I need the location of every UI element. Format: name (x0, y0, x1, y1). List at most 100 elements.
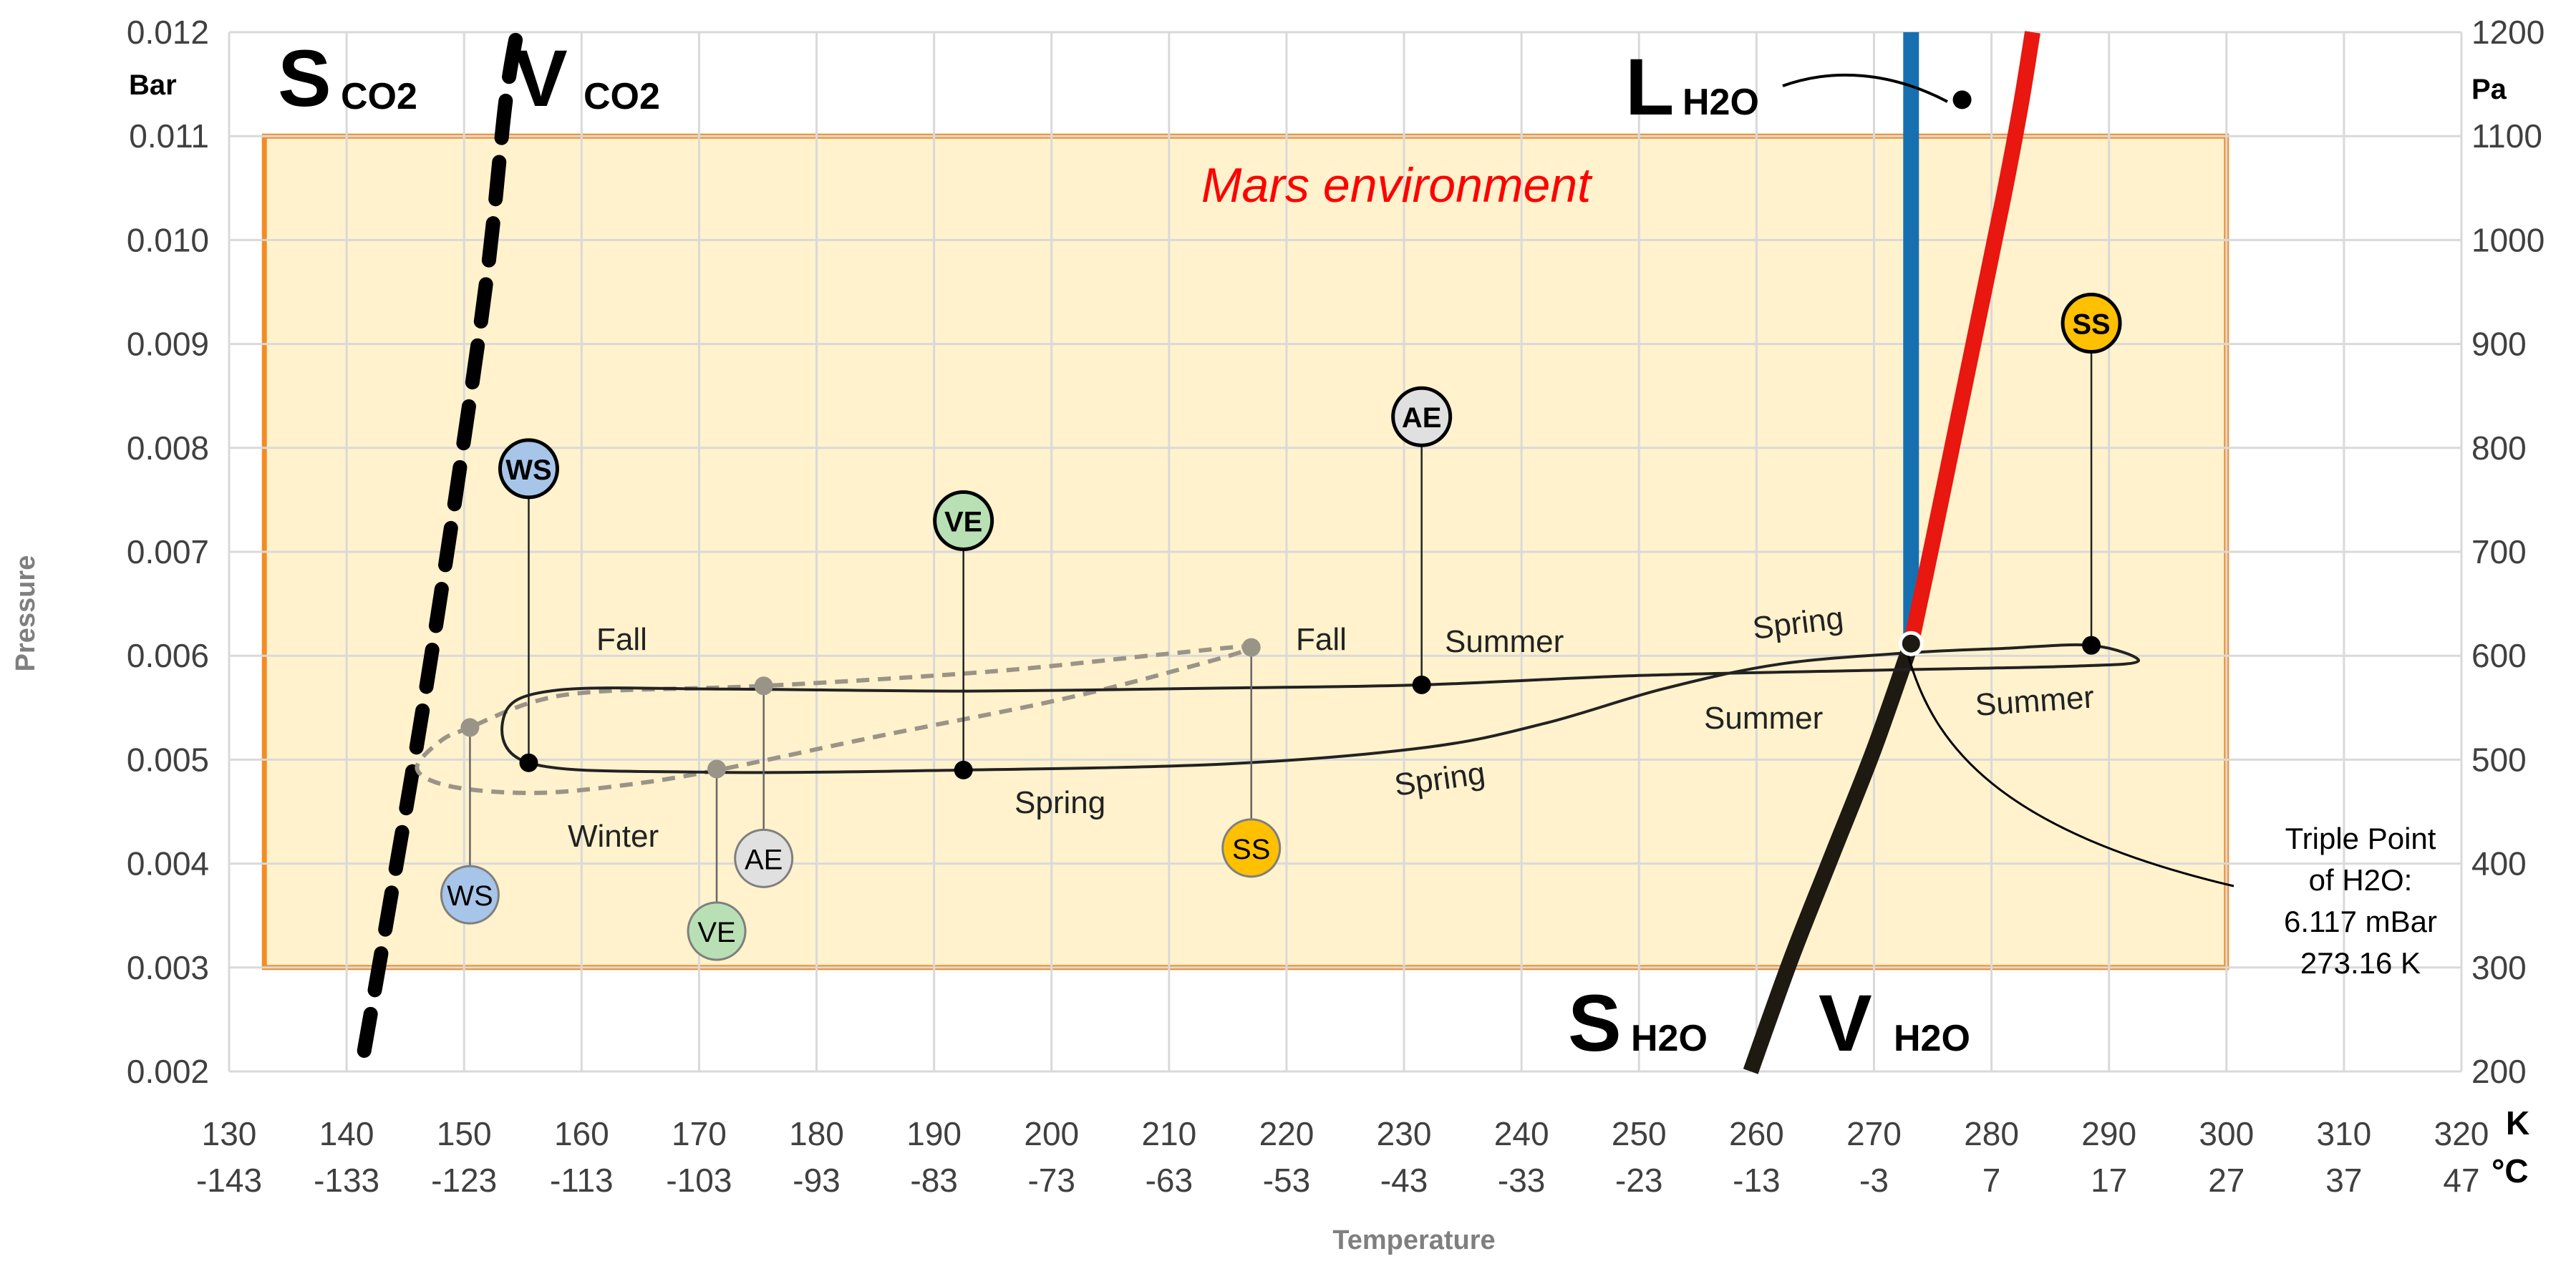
marker-label: AE (1402, 402, 1442, 434)
x-unit-k: K (2506, 1104, 2529, 1142)
x-tick-label-c: -83 (910, 1162, 957, 1199)
marker-label: WS (447, 880, 493, 912)
y-axis-title: Pressure (11, 555, 41, 672)
season-label: Summer (1445, 624, 1564, 659)
x-tick-label-c: -23 (1615, 1162, 1662, 1199)
y-tick-label-right: 1200 (2471, 14, 2544, 51)
y-tick-label-right: 800 (2471, 429, 2527, 467)
y-ticks-left: 0.002 0.003 0.004 0.005 0.006 0.007 0.008 0.009… (127, 14, 209, 1090)
y-tick-label-right: 600 (2471, 637, 2527, 674)
x-tick-label-k: 290 (2081, 1115, 2136, 1152)
grid-lines (228, 31, 2463, 1073)
seasonal-cycle-dashed (415, 644, 1254, 795)
x-tick-label-c: -43 (1380, 1162, 1428, 1199)
x-ticks: 130 -143 140 -133 150 -123 160 -113 170 -103 180 -9… (196, 1115, 2489, 1199)
y-right-unit: Pa (2471, 74, 2507, 105)
marker-label: SS (2072, 309, 2110, 341)
svg-text:6.117 mBar: 6.117 mBar (2284, 905, 2437, 938)
x-tick-label-k: 130 (202, 1115, 257, 1152)
x-tick-label-c: -63 (1146, 1162, 1193, 1199)
y-tick-label-left: 0.010 (127, 221, 209, 258)
x-tick-label-k: 170 (672, 1115, 727, 1152)
marker-point (707, 759, 727, 779)
marker-label: VE (697, 917, 735, 948)
x-tick-label-k: 200 (1024, 1115, 1079, 1152)
marker-point (754, 676, 773, 696)
x-tick-label-k: 240 (1494, 1115, 1549, 1152)
svg-text:S: S (278, 34, 331, 123)
seasonal-cycle-solid (500, 643, 2140, 774)
x-tick-label-k: 190 (906, 1115, 962, 1152)
svg-text:V: V (1819, 978, 1872, 1068)
svg-text:Triple Point: Triple Point (2285, 822, 2436, 855)
marker-label: VE (944, 506, 982, 538)
svg-text:273.16 K: 273.16 K (2300, 946, 2421, 980)
marker-bubble (687, 901, 747, 961)
x-tick-label-k: 160 (554, 1115, 609, 1152)
marker-bubble (1391, 386, 1453, 447)
x-tick-label-k: 220 (1259, 1115, 1314, 1152)
svg-text:V: V (514, 34, 568, 123)
svg-text:H2O: H2O (1894, 1018, 1970, 1059)
mars-environment-label: Mars environment (1201, 158, 1593, 213)
triple-point-annotation: Triple Point of H2O: 6.117 mBar 273.16 K (2284, 822, 2437, 980)
season-labels: Fall Fall Summer Spring Winter Spring Sp… (568, 600, 2096, 854)
y-tick-label-left: 0.009 (127, 326, 209, 363)
y-left-unit: Bar (129, 69, 177, 101)
marker-label: AE (745, 844, 783, 875)
marker-bubble (440, 865, 500, 925)
svg-text:S: S (1568, 978, 1622, 1068)
marker-bubble (734, 828, 794, 888)
y-tick-label-right: 1100 (2471, 117, 2542, 155)
marker-point (1241, 638, 1261, 657)
x-tick-label-k: 320 (2434, 1115, 2489, 1152)
marker-point (519, 753, 538, 772)
x-tick-label-c: 17 (2091, 1162, 2127, 1199)
l-h2o-leader (1782, 73, 1948, 103)
y-tick-label-left: 0.005 (127, 741, 209, 778)
x-tick-label-k: 270 (1846, 1115, 1902, 1152)
co2-sublimation-curve (357, 25, 525, 1058)
x-tick-label-c: -123 (431, 1162, 497, 1199)
y-tick-label-left: 0.011 (129, 117, 209, 155)
marker-point (460, 718, 480, 737)
marker-point (2082, 636, 2101, 655)
marker-point (1412, 675, 1431, 694)
season-label: Fall (1296, 622, 1347, 657)
marker-label: WS (505, 454, 551, 486)
triple-point-marker (1898, 631, 1924, 656)
x-tick-label-k: 180 (789, 1115, 844, 1152)
label-v-co2: V CO2 (514, 34, 660, 123)
x-tick-label-c: 27 (2208, 1162, 2245, 1199)
marker-bubble (933, 490, 994, 551)
x-tick-label-c: 47 (2443, 1162, 2479, 1199)
x-tick-label-k: 140 (319, 1115, 374, 1152)
label-s-co2: S CO2 (278, 34, 417, 123)
season-label: Fall (596, 622, 647, 657)
y-tick-label-left: 0.004 (127, 845, 209, 882)
triple-point-leader (1907, 654, 2234, 887)
x-tick-label-k: 300 (2199, 1115, 2254, 1152)
y-tick-label-right: 500 (2471, 741, 2527, 778)
svg-text:CO2: CO2 (584, 76, 660, 117)
season-label: Winter (568, 819, 659, 854)
y-tick-label-right: 400 (2471, 845, 2527, 882)
y-tick-label-right: 900 (2471, 326, 2527, 363)
marker-bubble (1221, 818, 1282, 878)
y-tick-label-right: 300 (2471, 949, 2527, 986)
y-ticks-right: 200 300 400 500 600 700 800 900 1000 1100 1200 (2471, 14, 2544, 1090)
label-v-h2o: V H2O (1819, 978, 1970, 1068)
y-tick-label-right: 200 (2471, 1053, 2527, 1090)
label-l-h2o: L H2O (1625, 42, 1759, 132)
marker-bubble (2061, 293, 2122, 354)
x-tick-label-k: 280 (1964, 1115, 2019, 1152)
x-tick-label-c: -133 (314, 1162, 379, 1199)
season-label: Summer (1704, 701, 1823, 736)
h2o-sublimation-line (1743, 641, 1919, 1074)
x-tick-label-k: 250 (1612, 1115, 1667, 1152)
x-tick-label-c: -13 (1733, 1162, 1780, 1199)
x-tick-label-k: 210 (1141, 1115, 1196, 1152)
x-tick-label-k: 150 (437, 1115, 492, 1152)
x-axis-title: Temperature (1332, 1225, 1495, 1255)
